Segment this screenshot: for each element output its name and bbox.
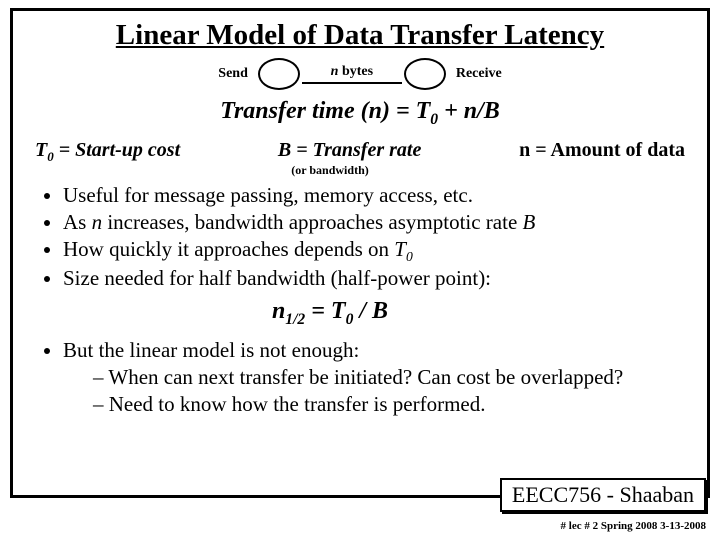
- slide-title: Linear Model of Data Transfer Latency: [31, 19, 689, 52]
- bullet-1: Useful for message passing, memory acces…: [63, 182, 689, 209]
- sender-circle: [258, 58, 300, 90]
- transfer-diagram: Send n bytes Receive: [31, 58, 689, 90]
- send-label: Send: [218, 66, 248, 82]
- or-bandwidth: (or bandwidth): [0, 163, 689, 178]
- half-power-equation: n1/2 = T0 / B: [0, 298, 689, 329]
- dash-list: When can next transfer be initiated? Can…: [63, 364, 689, 418]
- dash-2: Need to know how the transfer is perform…: [93, 391, 689, 418]
- bullet-4: Size needed for half bandwidth (half-pow…: [63, 265, 689, 292]
- footer-text: # lec # 2 Spring 2008 3-13-2008: [561, 520, 706, 532]
- bullet-5: But the linear model is not enough:: [63, 337, 689, 364]
- bullet-2: As n increases, bandwidth approaches asy…: [63, 209, 689, 236]
- receiver-circle: [404, 58, 446, 90]
- main-equation: Transfer time (n) = T0 + n/B: [31, 98, 689, 129]
- nbytes-wrap: n bytes: [302, 64, 402, 84]
- nbytes-line: [302, 82, 402, 84]
- def-t0: T0 = Start-up cost: [35, 139, 180, 165]
- def-n: n = Amount of data: [519, 139, 685, 165]
- def-b: B = Transfer rate: [278, 139, 421, 165]
- bullet-list-1: Useful for message passing, memory acces…: [31, 182, 689, 292]
- bullet-list-2: But the linear model is not enough: When…: [31, 337, 689, 418]
- receive-label: Receive: [456, 66, 502, 82]
- footer-box: EECC756 - Shaaban: [500, 478, 706, 512]
- slide-frame: Linear Model of Data Transfer Latency Se…: [10, 8, 710, 498]
- dash-1: When can next transfer be initiated? Can…: [93, 364, 689, 391]
- definitions-row: T0 = Start-up cost B = Transfer rate n =…: [31, 139, 689, 165]
- bullet-3: How quickly it approaches depends on T0: [63, 236, 689, 266]
- nbytes-label: n bytes: [331, 64, 373, 80]
